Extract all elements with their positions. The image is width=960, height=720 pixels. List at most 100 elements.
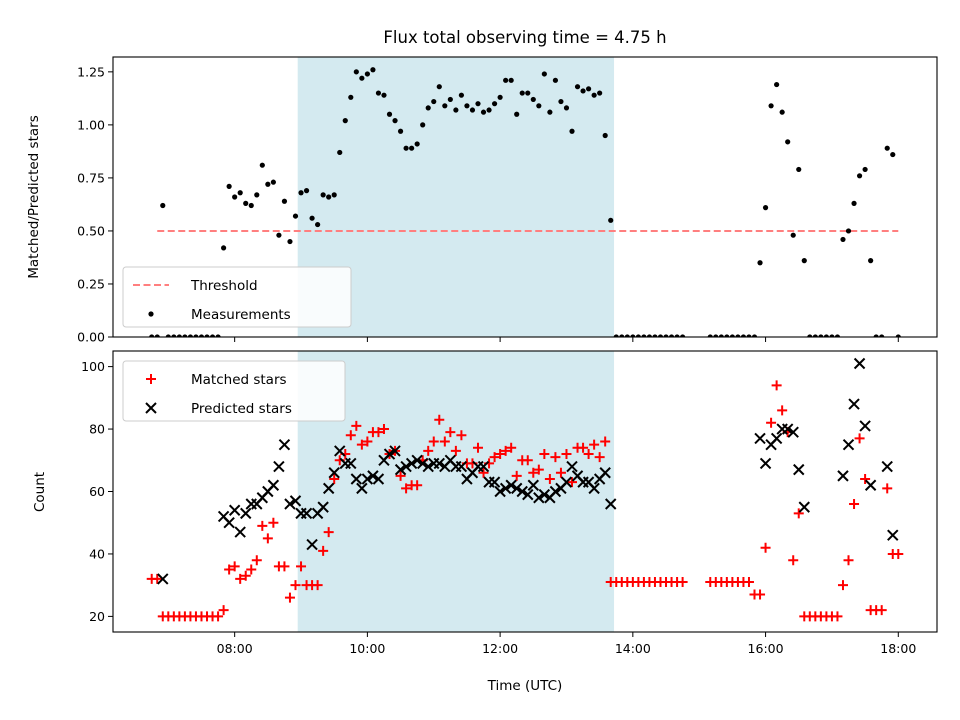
matched-star-marker (450, 445, 461, 456)
measurement-point (182, 334, 188, 337)
matched-star-marker (849, 498, 860, 509)
measurement-point (735, 334, 741, 337)
predicted-star-marker (842, 438, 855, 451)
legend: Matched stars Predicted stars (122, 360, 346, 422)
measurement-point (552, 77, 559, 83)
measurement-point (873, 334, 879, 337)
measurement-point (635, 334, 641, 337)
measurement-point (563, 105, 570, 111)
matched-star-marker (213, 611, 224, 622)
matched-star-marker (257, 520, 268, 531)
measurement-point (232, 194, 238, 200)
measurement-point (530, 96, 536, 103)
predicted-star-marker (837, 470, 849, 482)
predicted-star-marker (477, 460, 490, 473)
matched-star-marker (771, 380, 782, 391)
matched-star-marker (777, 405, 788, 416)
matched-star-marker (395, 470, 406, 481)
matched-star-marker (760, 542, 771, 553)
observing-span (297, 351, 615, 632)
measurement-point (890, 151, 896, 158)
predicted-star-marker (273, 460, 285, 473)
matched-star-marker (837, 580, 848, 591)
measurement-point (370, 67, 376, 73)
measurement-point (790, 232, 796, 238)
legend: Threshold Measurements (122, 266, 352, 328)
legend-predicted-symbol (145, 402, 157, 414)
measurement-point (558, 98, 564, 105)
measurement-point (486, 107, 492, 113)
matched-star-marker (445, 427, 456, 438)
predicted-star-marker (759, 457, 772, 470)
y-axis-label-ratio: Matched/Predicted stars (26, 115, 42, 278)
measurement-point (547, 109, 553, 115)
measurement-point (276, 232, 282, 238)
matched-star-marker (500, 445, 511, 456)
measurement-point (320, 192, 326, 198)
matched-star-marker (567, 477, 578, 488)
matched-star-marker (832, 611, 843, 622)
measurement-point (298, 190, 304, 196)
x-tick-label: 14:00 (615, 641, 651, 656)
predicted-star-marker (405, 457, 418, 470)
predicted-star-marker (522, 488, 534, 501)
predicted-star-marker (234, 526, 246, 538)
chart-title: Flux total observing time = 4.75 h (383, 28, 666, 47)
predicted-star-marker (228, 504, 241, 516)
matched-star-marker (677, 577, 688, 588)
predicted-star-marker (350, 473, 363, 485)
predicted-star-marker (781, 423, 794, 435)
measurement-point (287, 238, 293, 245)
matched-star-marker (589, 439, 600, 450)
measurement-point (409, 145, 415, 151)
predicted-star-marker (494, 485, 506, 498)
predicted-star-marker (488, 476, 501, 488)
matched-star-marker (766, 417, 777, 428)
measurement-point (840, 236, 846, 243)
measurement-point (204, 334, 210, 337)
measurement-point (381, 92, 387, 98)
matched-star-marker (423, 445, 434, 456)
predicted-star-marker (322, 482, 335, 495)
measurement-point (420, 122, 426, 128)
y-axis-label-count: Count (32, 472, 48, 512)
measurement-point (591, 92, 597, 98)
measurement-point (303, 188, 310, 194)
measurement-point (514, 111, 520, 117)
measurement-point (569, 128, 575, 134)
measurement-point (309, 215, 315, 221)
predicted-star-marker (793, 463, 805, 476)
predicted-star-marker (157, 573, 169, 585)
predicted-star-marker (499, 482, 512, 495)
legend-label: Measurements (191, 307, 291, 323)
predicted-star-marker (223, 517, 235, 529)
y-tick-label: 100 (81, 359, 105, 374)
measurement-point (497, 94, 503, 100)
predicted-star-marker (853, 357, 866, 370)
matched-star-marker (246, 564, 257, 575)
measurement-point (630, 334, 636, 337)
predicted-star-marker (887, 529, 899, 541)
matched-star-marker (434, 414, 445, 425)
x-tick-label: 08:00 (217, 641, 253, 656)
matched-star-marker (439, 436, 450, 447)
measurement-point (154, 334, 160, 337)
measurement-point (856, 173, 863, 179)
matched-star-marker (373, 427, 384, 438)
measurement-point (431, 98, 437, 105)
y-tick-label: 1.00 (77, 117, 105, 132)
measurement-point (165, 334, 171, 337)
measurement-point (674, 334, 680, 337)
measurement-point (624, 334, 630, 337)
matched-star-marker (561, 449, 572, 460)
matched-star-marker (539, 449, 550, 460)
matched-star-marker (312, 580, 323, 591)
matched-star-marker (528, 467, 539, 478)
measurement-point (868, 258, 874, 264)
matched-star-marker (268, 517, 279, 528)
matched-star-marker (329, 474, 340, 485)
measurement-point (436, 84, 442, 90)
matched-star-marker (401, 483, 412, 494)
measurement-point (403, 145, 409, 151)
measurement-point (796, 166, 802, 173)
